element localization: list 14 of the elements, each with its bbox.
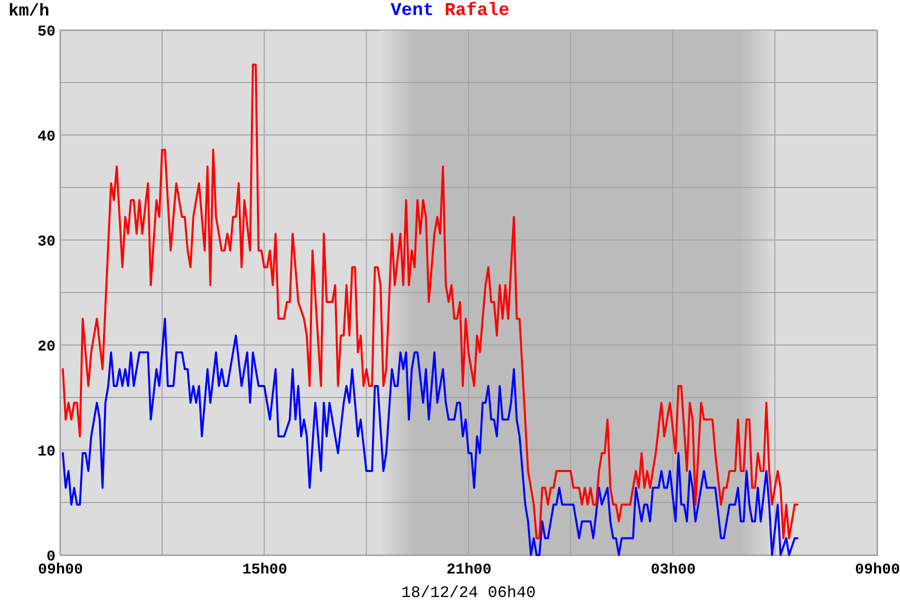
y-tick-label: 20	[37, 338, 56, 356]
text: Rafale	[444, 1, 510, 21]
text: 18/12/24 06h40	[401, 584, 536, 600]
text: Vent	[390, 1, 434, 21]
x-tick-label: 21h00	[446, 562, 492, 578]
x-tick-label: 09h00	[854, 562, 900, 578]
y-tick-label: 50	[37, 24, 56, 40]
x-tick-label: 09h00	[38, 562, 84, 578]
y-tick-label: 30	[37, 234, 56, 250]
x-tick-label: 15h00	[242, 562, 288, 578]
y-tick-label: 10	[37, 444, 56, 460]
y-tick-label: 40	[37, 128, 56, 146]
y-axis-title: km/h	[8, 2, 50, 22]
x-tick-label: 03h00	[650, 562, 696, 578]
